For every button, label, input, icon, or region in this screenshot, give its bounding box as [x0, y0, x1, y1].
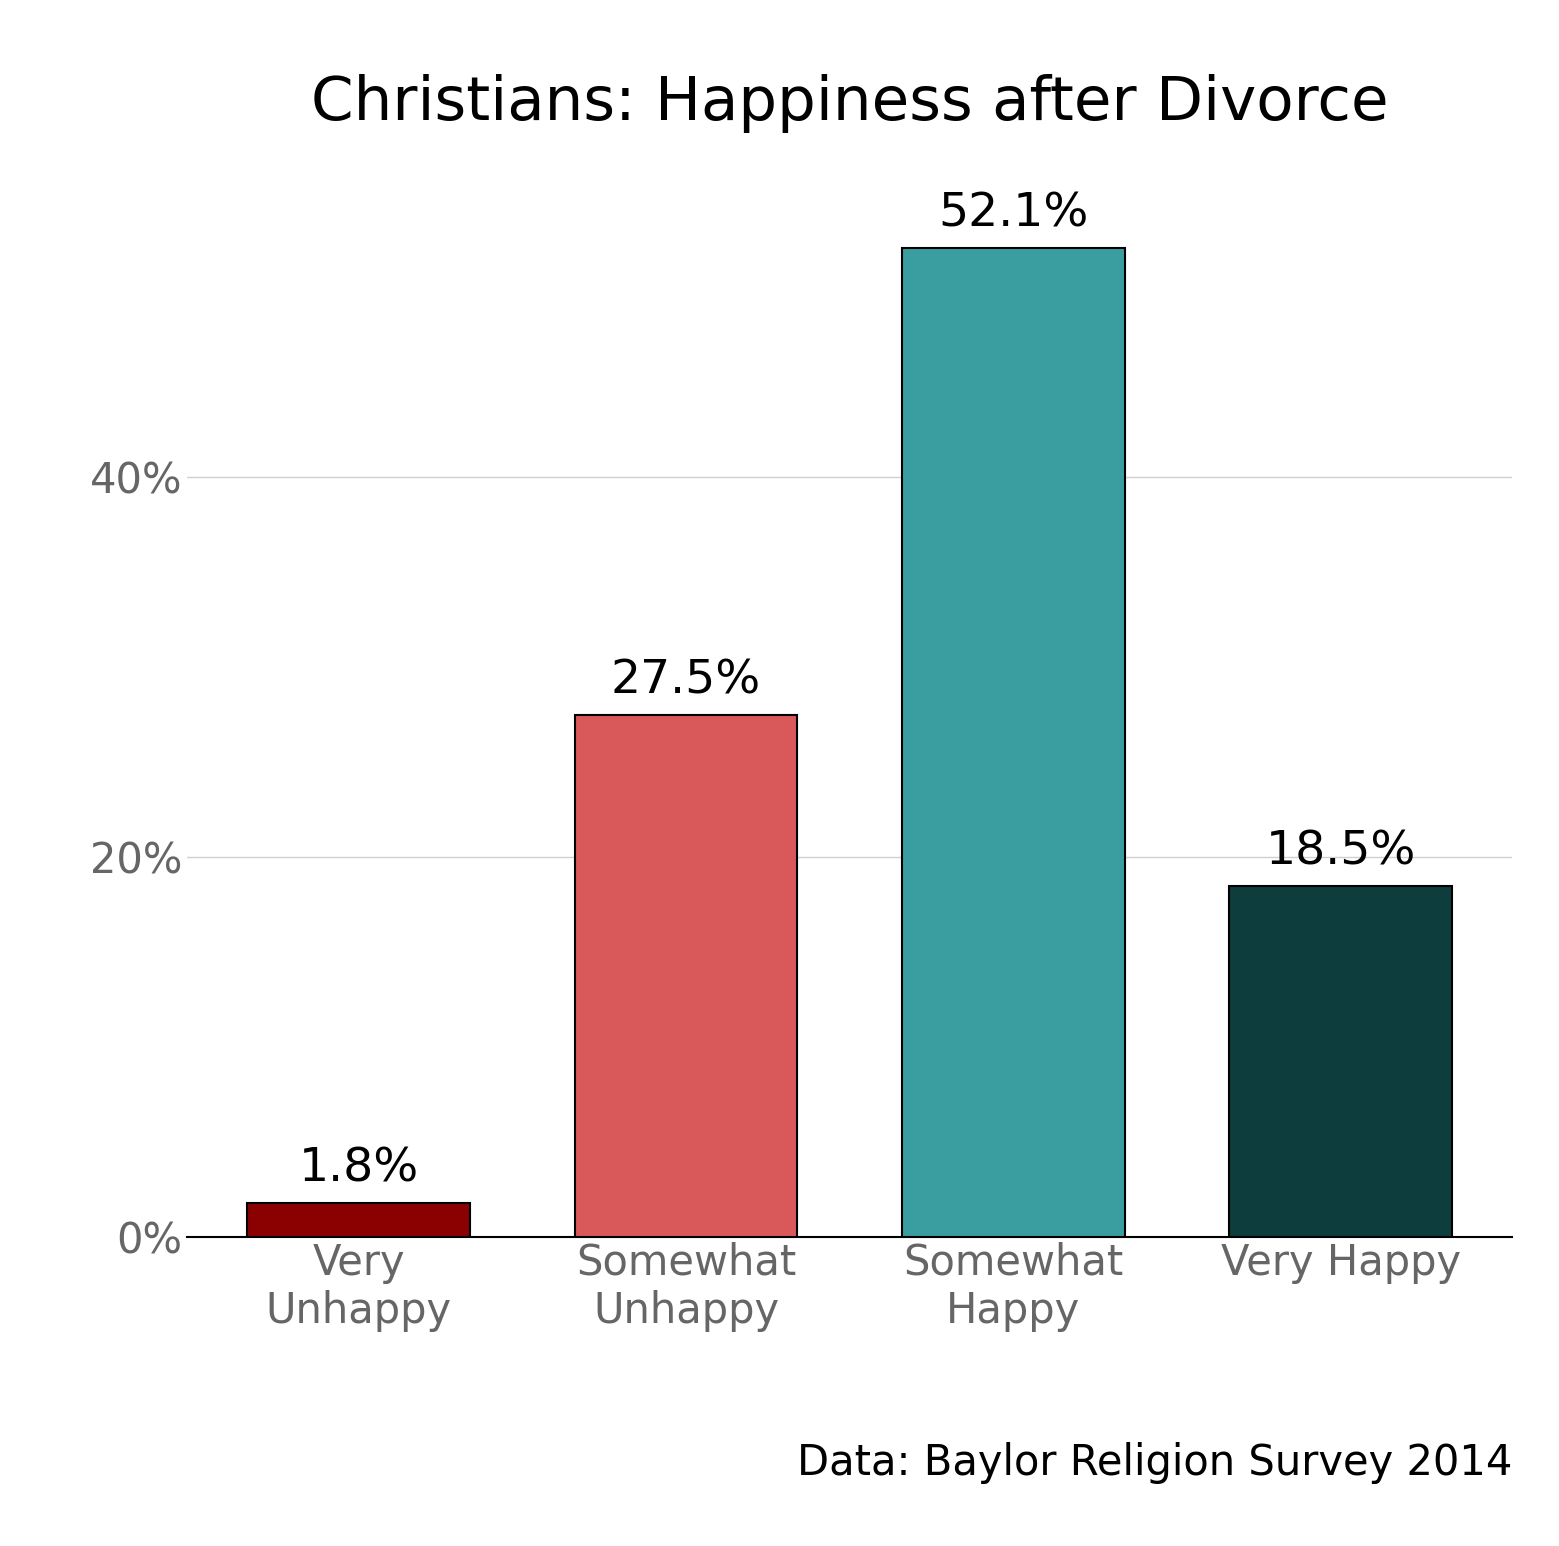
Bar [575, 714, 797, 1237]
Text: 27.5%: 27.5% [611, 659, 761, 703]
Bar [1230, 886, 1451, 1237]
Text: 52.1%: 52.1% [939, 192, 1088, 237]
Bar [248, 1203, 469, 1237]
Text: 1.8%: 1.8% [298, 1146, 419, 1192]
Bar [903, 247, 1124, 1237]
Text: Data: Baylor Religion Survey 2014: Data: Baylor Religion Survey 2014 [797, 1442, 1512, 1484]
Text: 18.5%: 18.5% [1266, 829, 1416, 873]
Title: Christians: Happiness after Divorce: Christians: Happiness after Divorce [310, 74, 1389, 133]
